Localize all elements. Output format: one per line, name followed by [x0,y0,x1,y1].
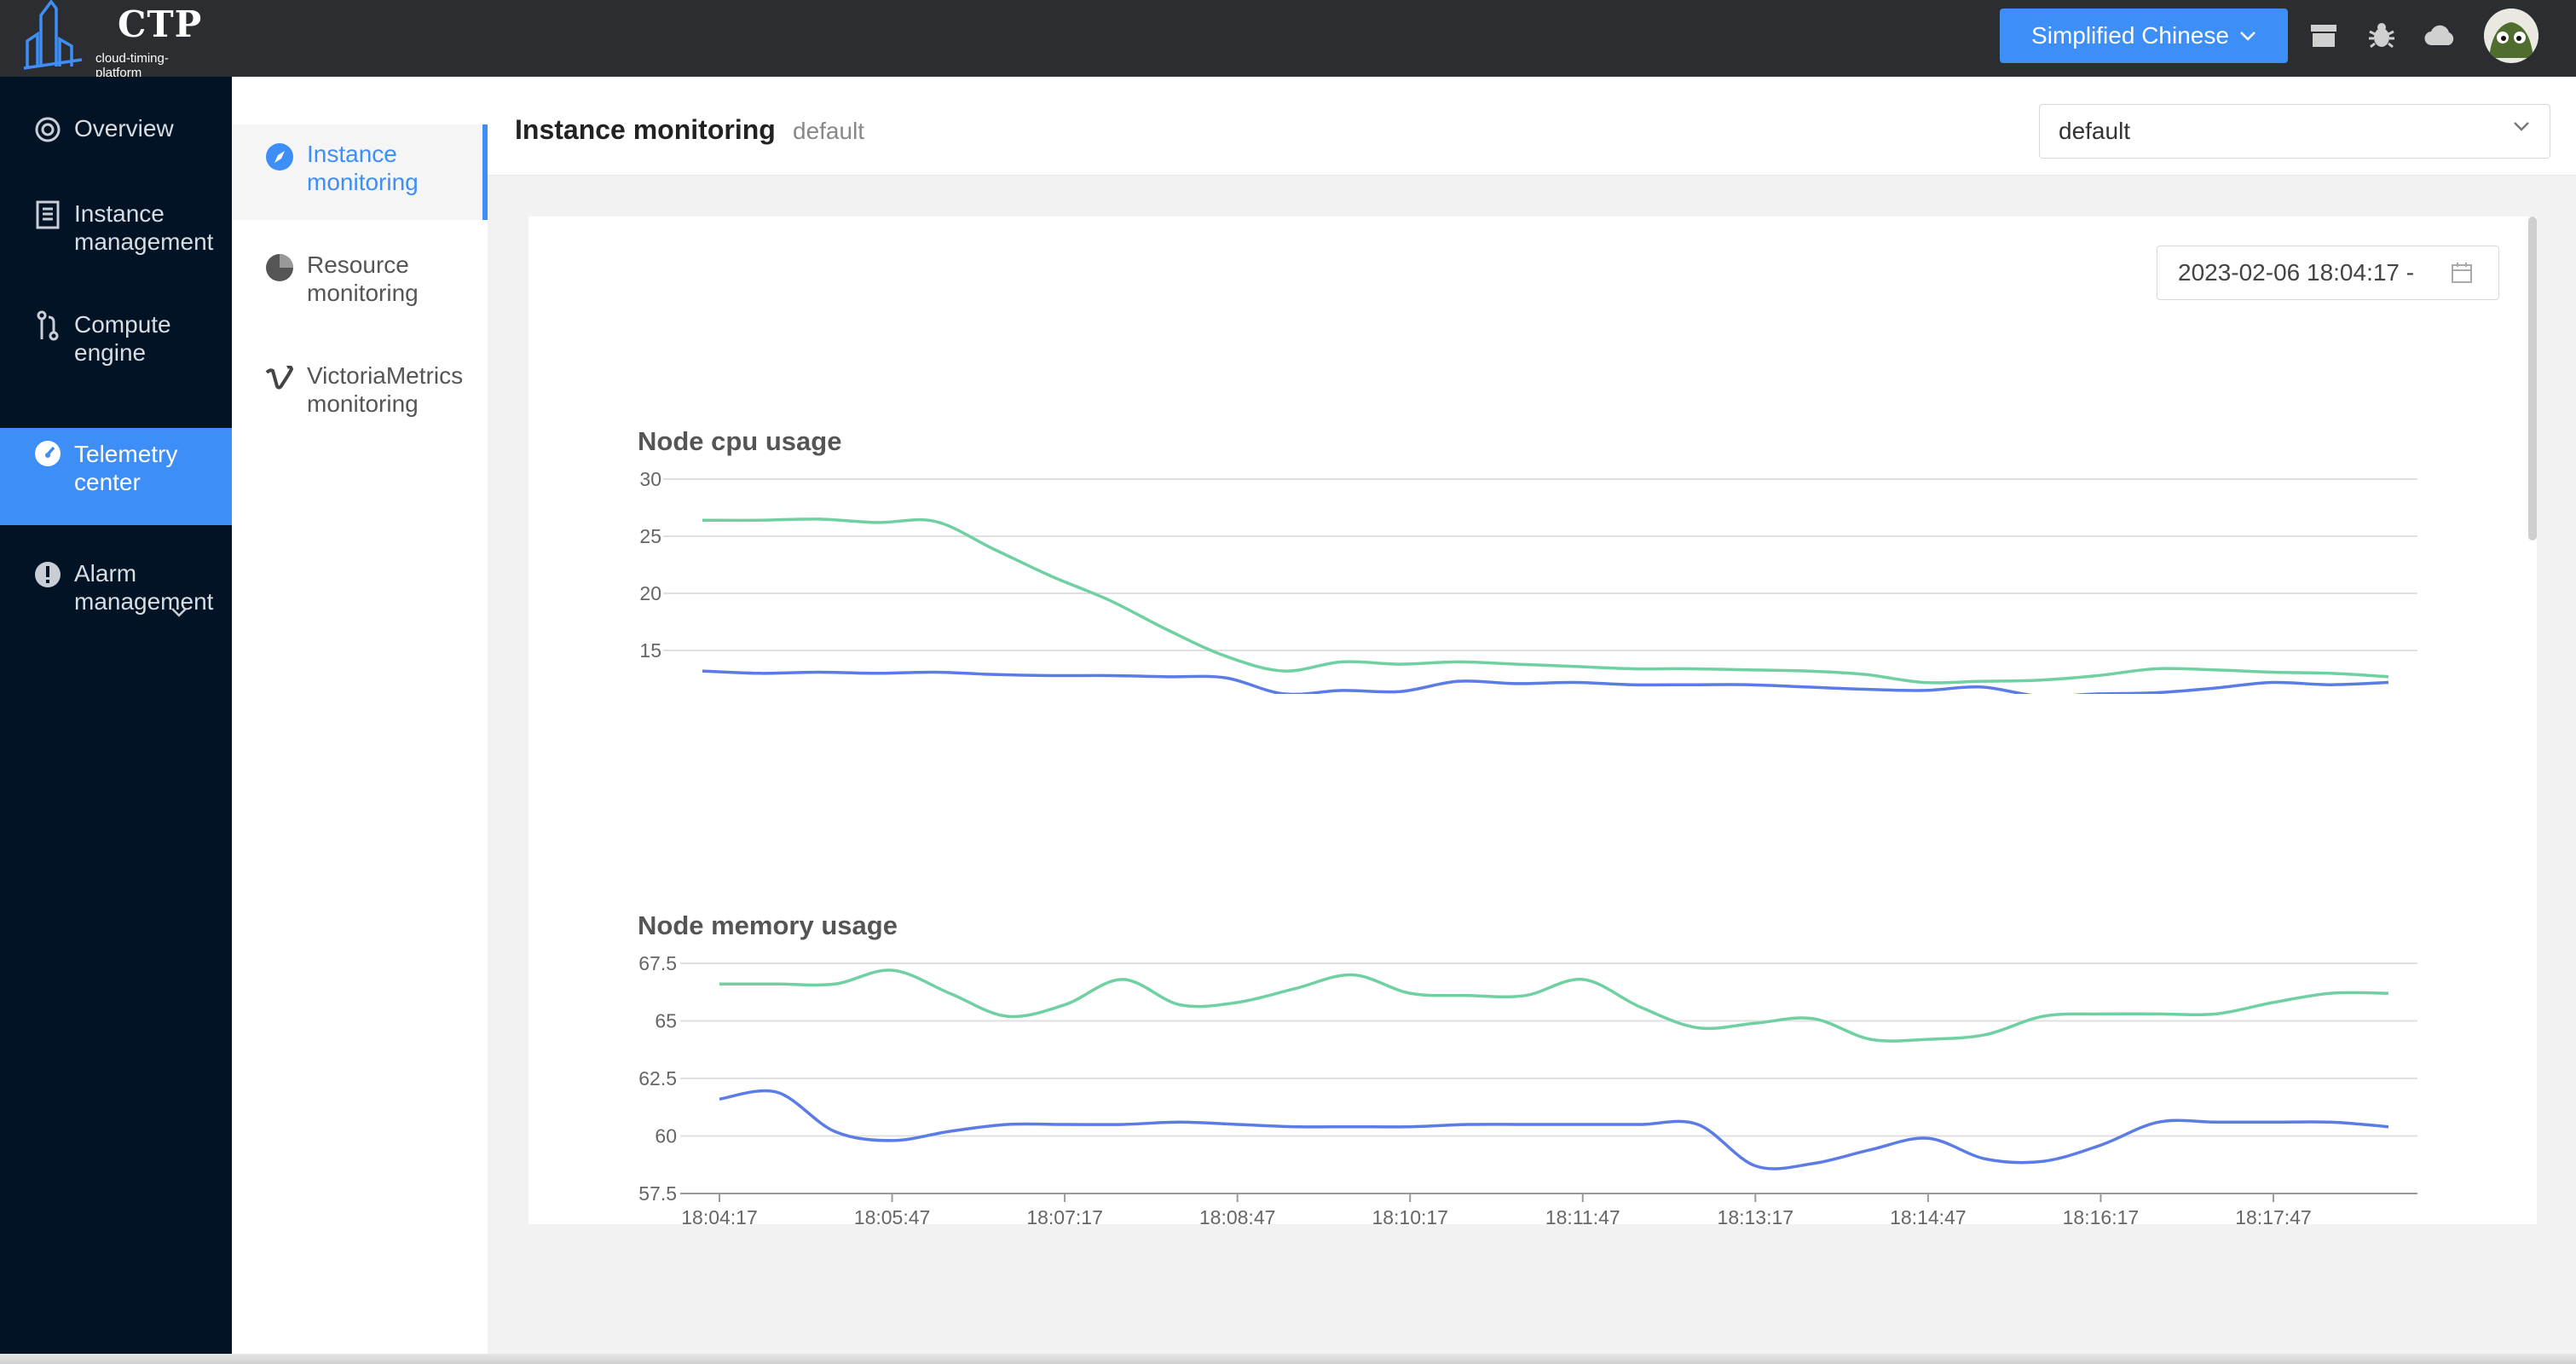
chevron-down-icon[interactable] [170,607,188,617]
subnav-item-resource-monitoring[interactable]: Resource monitoring [232,235,488,331]
y-tick-label: 30 [639,468,661,490]
panel-scrollbar[interactable] [2528,217,2537,540]
subnav-item-instance-monitoring[interactable]: Instance monitoring [232,124,488,220]
y-tick-label: 60 [655,1125,677,1147]
nav-label: Alarm management [74,560,214,615]
y-tick-label: 65 [655,1010,677,1032]
x-tick-label: 18:07:17 [1026,1206,1103,1224]
x-tick-label: 18:13:17 [1718,1206,1794,1224]
series-line [719,968,2389,1043]
nav-label: Instance management [74,200,214,255]
memory-chart-title: Node memory usage [638,910,898,940]
nav-item-overview[interactable]: Overview [0,114,232,172]
x-tick-label: 18:16:17 [2063,1206,2140,1224]
nav-item-instance-management[interactable]: Instance management [0,199,232,276]
nav-item-compute-engine[interactable]: Compute engine [0,310,232,387]
x-tick-label: 18:04:17 [681,1206,758,1224]
cloud-icon[interactable] [2423,19,2457,53]
window-bottom-edge [0,1354,2576,1364]
subnav-label: VictoriaMetrics monitoring [307,362,464,417]
y-tick-label: 20 [639,582,661,604]
memory-usage-chart: 67.5 65 62.5 60 57.518:04:17 18:05:47 18:07:17… [638,952,2417,1224]
box-icon[interactable] [2307,19,2341,53]
monitoring-panel: 2023-02-06 18:04:17 - Node cpu usage 30 2… [528,217,2537,1224]
target-icon [32,114,63,145]
top-bar: CTP cloud-timing-platform Simplified Chi… [0,0,2576,80]
y-tick-label: 25 [639,525,661,547]
chevron-down-icon [2240,32,2255,41]
logo-buildings-icon [23,0,83,70]
dashboard-icon [32,438,63,469]
compass-icon [264,142,295,172]
bug-icon[interactable] [2365,19,2399,53]
y-tick-label: 15 [639,639,661,662]
content-header: Instance monitoring default default [488,77,2576,176]
series-line [702,517,2389,685]
series-line [702,669,2389,694]
vimeo-icon [264,363,295,394]
git-branch-icon [32,310,63,341]
nav-label: Compute engine [74,311,171,366]
x-tick-label: 18:10:17 [1372,1206,1448,1224]
nav-label: Telemetry center [74,441,178,495]
series-line [719,1089,2389,1170]
calendar-icon [2451,262,2473,284]
sub-sidebar: Instance monitoring Resource monitoring … [232,77,488,1355]
page-title: Instance monitoring [515,114,776,145]
page-subtitle: default [793,118,865,144]
x-tick-label: 18:17:47 [2235,1206,2312,1224]
avatar[interactable] [2484,9,2538,63]
nav-item-telemetry-center[interactable]: Telemetry center [0,428,232,525]
cpu-chart-title: Node cpu usage [638,426,842,456]
cpu-usage-chart: 302520151018:04:1718:05:4718:07:1718:08:… [639,468,2417,694]
x-tick-label: 18:14:47 [1890,1206,1967,1224]
subnav-label: Resource monitoring [307,251,419,306]
x-tick-label: 18:08:47 [1199,1206,1276,1224]
x-tick-label: 18:05:47 [854,1206,931,1224]
sub-sidebar-background [232,77,488,1355]
namespace-value: default [2059,118,2131,144]
nav-label: Overview [74,115,174,142]
subnav-label: Instance monitoring [307,141,419,195]
language-dropdown[interactable]: Simplified Chinese [2000,9,2288,63]
y-tick-label: 57.5 [638,1182,677,1205]
y-tick-label: 62.5 [638,1067,677,1089]
nav-item-alarm-management[interactable]: Alarm management [0,559,232,636]
subnav-item-victoriametrics-monitoring[interactable]: VictoriaMetrics monitoring [232,346,488,442]
main-sidebar: Overview Instance management Compute eng… [0,77,232,1355]
date-range-value: 2023-02-06 18:04:17 - [2178,259,2415,286]
alert-icon [32,559,63,590]
logo[interactable]: CTP cloud-timing-platform [22,0,203,80]
date-range-picker[interactable]: 2023-02-06 18:04:17 - [2157,246,2499,300]
chevron-down-icon [2514,122,2529,131]
namespace-select[interactable]: default [2039,104,2550,159]
logo-title: CTP [118,3,203,45]
pie-chart-icon [264,252,295,283]
language-label: Simplified Chinese [2031,22,2229,49]
document-icon [32,199,63,230]
x-tick-label: 18:11:47 [1545,1206,1620,1224]
logo-subtitle: cloud-timing-platform [95,51,169,80]
y-tick-label: 67.5 [638,952,677,974]
